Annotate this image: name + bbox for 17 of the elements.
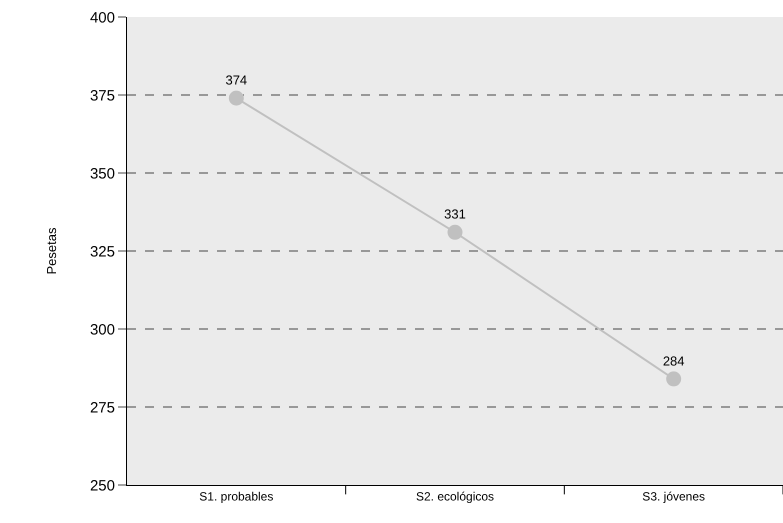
x-tick-label: S1. probables	[199, 489, 274, 504]
data-label: 331	[444, 206, 466, 222]
y-tick-label: 250	[90, 477, 115, 494]
y-axis-title: Pesetas	[44, 227, 59, 274]
point	[228, 90, 244, 106]
data-label: 374	[225, 72, 248, 88]
point	[666, 371, 682, 386]
x-tick-label: S3. jóvenes	[642, 489, 706, 504]
y-tick-label: 375	[90, 87, 115, 104]
y-tick-label: 275	[90, 399, 115, 416]
point	[448, 224, 462, 240]
x-tick-label: S2. ecológicos	[416, 489, 494, 504]
y-tick-label: 400	[90, 9, 115, 26]
data-label: 284	[662, 353, 685, 368]
y-tick-label: 350	[90, 165, 115, 182]
y-tick-label: 325	[90, 243, 115, 260]
y-tick-label: 300	[90, 321, 115, 338]
